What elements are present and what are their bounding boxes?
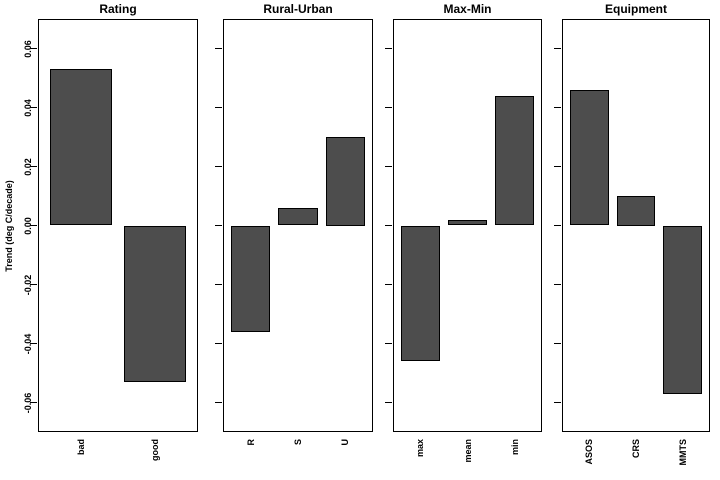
x-category-label: S	[293, 439, 303, 446]
y-tick-mark	[385, 106, 392, 109]
y-tick-mark	[385, 47, 392, 50]
y-tick-label: 0.02	[23, 157, 33, 176]
y-tick-mark	[554, 165, 561, 168]
y-tick-label: 0.06	[23, 39, 33, 58]
x-category-label: good	[149, 439, 160, 461]
y-tick-mark	[554, 224, 561, 227]
panel-title: Equipment	[605, 2, 667, 16]
y-tick-mark	[554, 342, 561, 345]
y-tick-mark	[215, 342, 222, 345]
panel-max-min: Max-Min max mean min	[385, 3, 542, 463]
panel-title: Rating	[99, 2, 137, 16]
panel-rating: Rating 0.06 0.04 0.02 0.00 -0.02 -0.04 -0.06 bad…	[23, 3, 198, 461]
bar-min	[494, 95, 535, 226]
plot-box	[223, 19, 373, 432]
bar-max	[400, 225, 441, 362]
y-tick-label: -0.04	[23, 333, 33, 354]
x-category-label: R	[245, 439, 256, 446]
bar-s	[278, 207, 318, 226]
y-tick-mark	[30, 224, 37, 227]
bar-bad	[50, 69, 112, 226]
x-category-label: min	[509, 439, 520, 456]
y-tick-mark	[215, 165, 222, 168]
y-tick-mark	[215, 106, 222, 109]
y-tick-mark	[554, 283, 561, 286]
bar-mmts	[663, 225, 703, 394]
y-tick-mark	[30, 342, 37, 345]
y-tick-mark	[30, 165, 37, 168]
x-category-label: mean	[462, 439, 473, 463]
x-category-label: bad	[76, 439, 87, 456]
x-category-label: CRS	[631, 439, 641, 459]
panel-title: Max-Min	[443, 2, 492, 16]
y-tick-mark	[30, 283, 37, 286]
bar-asos	[569, 89, 609, 226]
bar-mean	[447, 219, 488, 226]
panel-title: Rural-Urban	[263, 2, 333, 16]
bar-r	[230, 225, 271, 332]
x-category-label: ASOS	[584, 439, 595, 465]
y-tick-mark	[30, 47, 37, 50]
bar-good	[124, 225, 186, 382]
panel-rural-urban: Rural-Urban R S U	[215, 3, 373, 446]
panel-equipment: Equipment ASOS CRS MMTS	[554, 3, 710, 466]
y-tick-mark	[385, 165, 392, 168]
y-tick-mark	[554, 401, 561, 404]
y-tick-mark	[554, 47, 561, 50]
x-category-label: U	[340, 439, 351, 446]
y-tick-mark	[385, 224, 392, 227]
y-tick-mark	[385, 342, 392, 345]
y-tick-mark	[30, 106, 37, 109]
y-tick-mark	[385, 283, 392, 286]
bar-u	[325, 137, 366, 226]
y-tick-mark	[215, 224, 222, 227]
y-axis-title: Trend (deg C/decade)	[4, 180, 14, 272]
y-tick-mark	[215, 401, 222, 404]
x-category-label: max	[415, 439, 426, 458]
y-tick-label: -0.02	[23, 274, 33, 295]
y-tick-mark	[554, 106, 561, 109]
y-tick-label: -0.06	[23, 392, 33, 413]
y-tick-mark	[215, 47, 222, 50]
y-tick-label: 0.00	[23, 216, 33, 235]
y-tick-mark	[215, 283, 222, 286]
y-tick-mark	[30, 401, 37, 404]
y-tick-mark	[385, 401, 392, 404]
x-category-label: MMTS	[677, 439, 688, 466]
bar-crs	[616, 196, 656, 226]
y-tick-label: 0.04	[23, 98, 33, 117]
